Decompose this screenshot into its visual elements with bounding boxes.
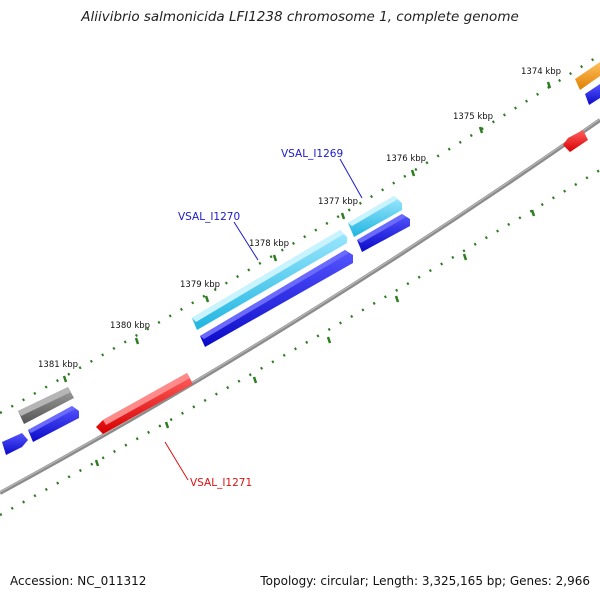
gene-vsal-i1270[interactable] bbox=[192, 230, 347, 330]
accession-text: Accession: NC_011312 bbox=[10, 574, 147, 588]
inner-major-ticks bbox=[94, 209, 536, 467]
tick-label-1374: 1374 kbp bbox=[521, 67, 561, 77]
gene-red-small[interactable] bbox=[563, 130, 588, 152]
tick-label-1381: 1381 kbp bbox=[38, 360, 78, 370]
tick-label-1375: 1375 kbp bbox=[453, 112, 493, 122]
gene-orange[interactable] bbox=[575, 62, 600, 90]
tick-label-1379: 1379 kbp bbox=[180, 280, 220, 290]
leader-line-1270 bbox=[233, 221, 259, 261]
gene-label-vsal-i1269[interactable]: VSAL_I1269 bbox=[281, 148, 343, 160]
inner-tick-track bbox=[0, 168, 600, 517]
gene-blue-1[interactable] bbox=[200, 250, 353, 347]
leader-line-1269 bbox=[339, 158, 363, 199]
gene-label-vsal-i1270[interactable]: VSAL_I1270 bbox=[178, 211, 240, 223]
leader-line-1271 bbox=[164, 441, 189, 481]
map-title: Aliivibrio salmonicida LFI1238 chromosom… bbox=[81, 9, 519, 25]
gene-label-vsal-i1271[interactable]: VSAL_I1271 bbox=[190, 477, 252, 489]
gene-gray[interactable] bbox=[18, 387, 74, 424]
gene-blue-5[interactable] bbox=[585, 84, 600, 105]
chromosome-backbone bbox=[0, 118, 600, 495]
gene-blue-4[interactable] bbox=[2, 433, 28, 455]
gene-blue-2[interactable] bbox=[357, 214, 410, 252]
genome-summary-text: Topology: circular; Length: 3,325,165 bp… bbox=[260, 574, 590, 588]
gene-blue-3[interactable] bbox=[28, 406, 79, 442]
tick-label-1380: 1380 kbp bbox=[110, 321, 150, 331]
gene-vsal-i1269[interactable] bbox=[348, 196, 402, 237]
tick-label-1377: 1377 kbp bbox=[318, 197, 358, 207]
outer-major-ticks bbox=[62, 81, 552, 383]
tick-label-1378: 1378 kbp bbox=[249, 239, 289, 249]
outer-tick-track bbox=[0, 53, 600, 415]
tick-label-1376: 1376 kbp bbox=[386, 154, 426, 164]
gene-vsal-i1271[interactable] bbox=[96, 373, 193, 434]
